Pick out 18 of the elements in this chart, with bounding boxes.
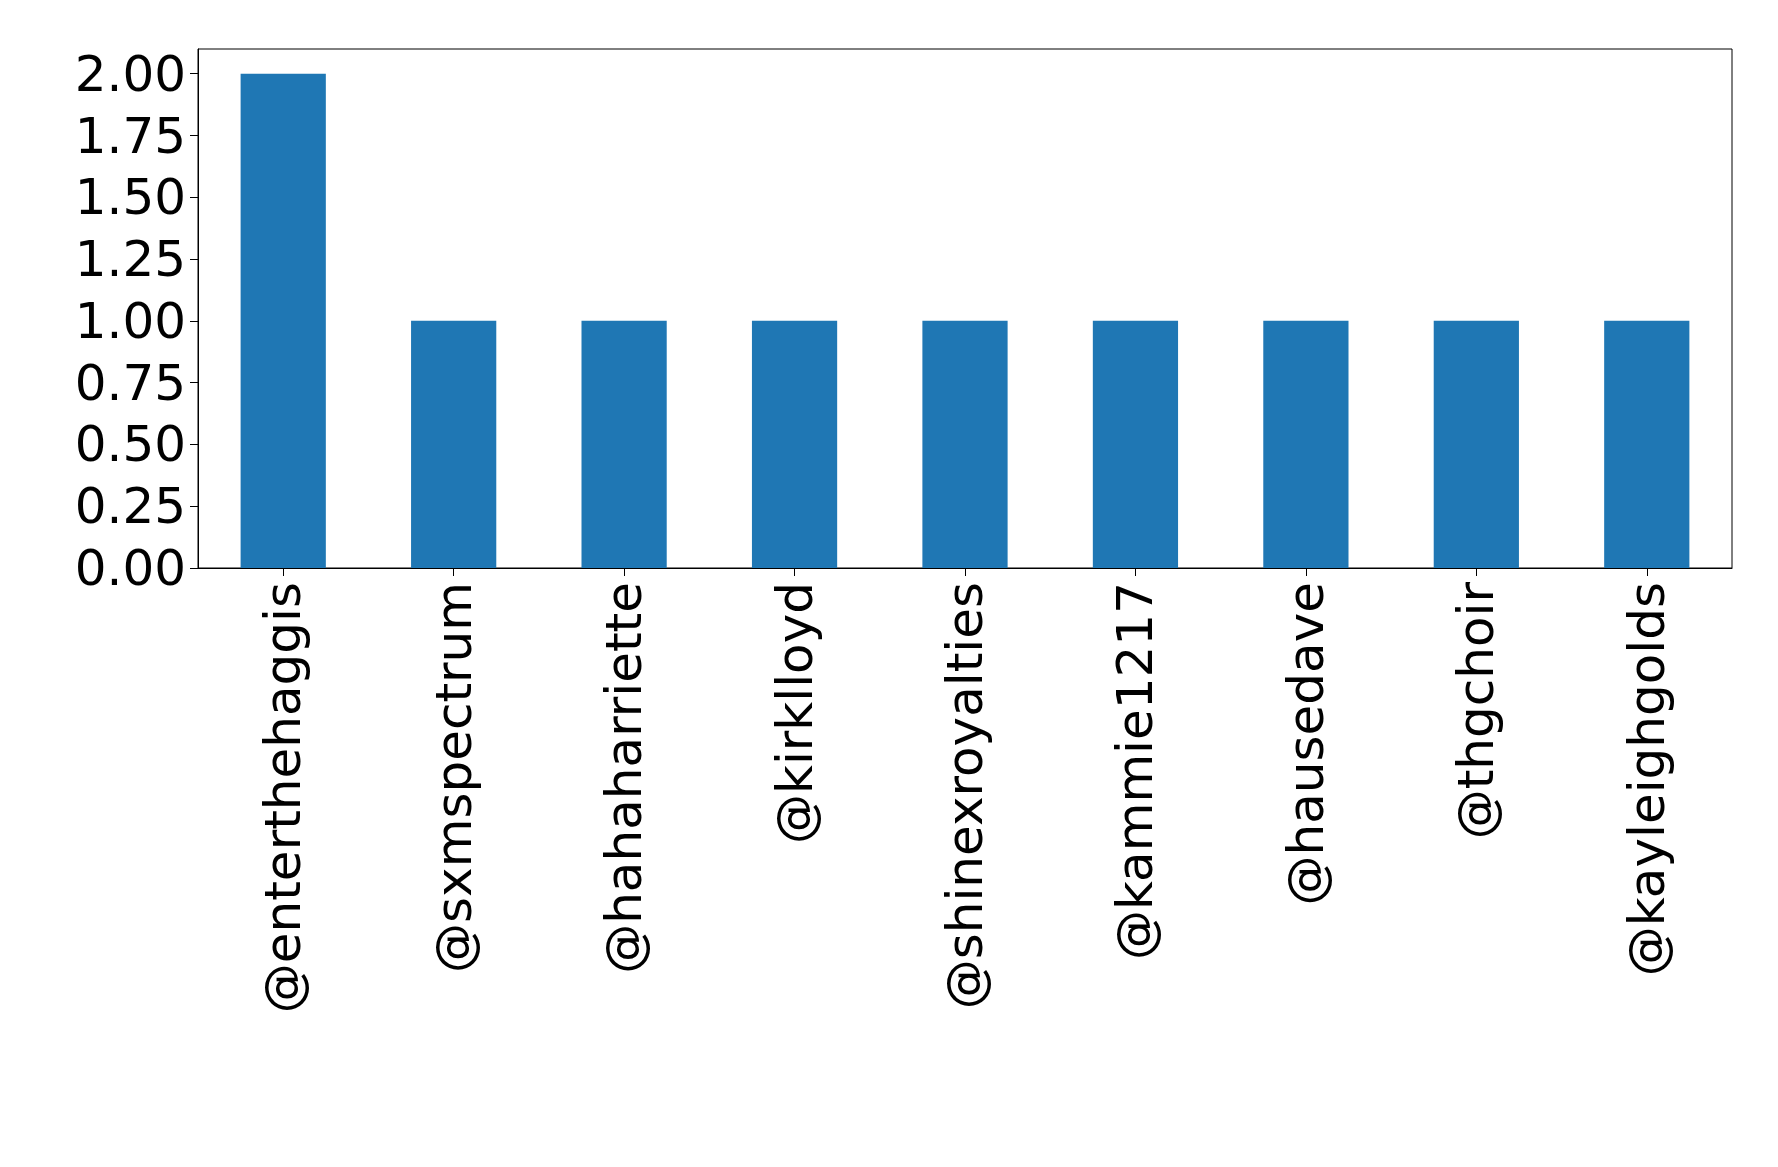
- y-tick-label: 1.25: [74, 230, 186, 289]
- y-tick-label: 0.25: [74, 477, 186, 536]
- x-tick-label: @kayleighgolds: [1617, 582, 1676, 977]
- x-tick-label: @kirklloyd: [765, 582, 824, 845]
- y-tick-label: 0.75: [74, 353, 186, 412]
- x-tick-label: @enterthehaggis: [254, 582, 313, 1014]
- x-tick-label: @shinexroyalties: [936, 582, 994, 1010]
- y-tick-label: 0.50: [74, 415, 186, 474]
- y-tick-label: 1.50: [74, 168, 186, 227]
- x-tick-label: @thgchoir: [1447, 581, 1506, 840]
- y-tick-label: 2.00: [74, 44, 186, 103]
- y-tick-label: 1.75: [74, 106, 186, 165]
- x-tick-label: @sxmspectrum: [424, 582, 483, 973]
- y-tick-label: 0.00: [74, 539, 186, 597]
- x-tick-label: @hausedave: [1276, 582, 1335, 906]
- y-tick-label: 1.00: [74, 291, 186, 350]
- x-tick-label: @kammie1217: [1106, 582, 1165, 961]
- x-tick-label: @hahaharriette: [595, 582, 654, 974]
